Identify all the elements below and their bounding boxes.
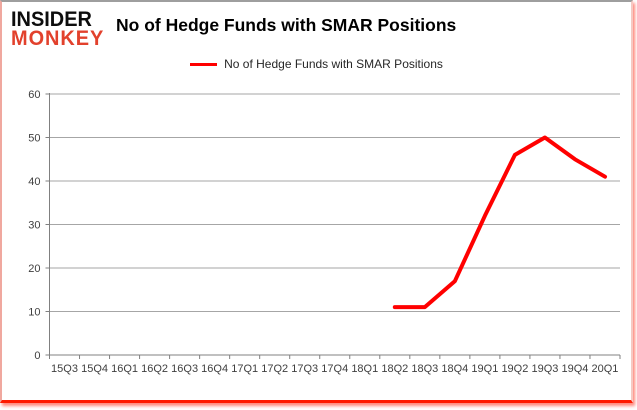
- y-tick-label-60: 60: [28, 89, 40, 101]
- x-tick-label-20Q1: 20Q1: [592, 363, 619, 375]
- chart-header: INSIDER MONKEY No of Hedge Funds with SM…: [2, 2, 631, 54]
- chart-frame: 0 10 20 30 40 50 60 15Q3 15Q4 16Q1 16Q2 16Q3 16Q4 17Q…: [0, 0, 633, 403]
- legend: No of Hedge Funds with SMAR Positions: [2, 57, 631, 71]
- x-tick-label-17Q3: 17Q3: [291, 363, 318, 375]
- y-tick-label-10: 10: [28, 307, 40, 319]
- x-tick-label-16Q3: 16Q3: [171, 363, 198, 375]
- x-tick-label-16Q2: 16Q2: [141, 363, 168, 375]
- insider-monkey-logo: INSIDER MONKEY: [11, 8, 109, 50]
- x-tick-label-19Q2: 19Q2: [501, 363, 528, 375]
- series-line-0: [392, 135, 607, 310]
- x-tick-label-17Q1: 17Q1: [231, 363, 258, 375]
- legend-line-swatch: [190, 62, 218, 66]
- x-tick-label-17Q2: 17Q2: [261, 363, 288, 375]
- y-tick-label-50: 50: [28, 133, 40, 145]
- x-tick-label-18Q2: 18Q2: [381, 363, 408, 375]
- x-tick-label-18Q4: 18Q4: [441, 363, 468, 375]
- x-tick-label-18Q3: 18Q3: [411, 363, 438, 375]
- logo-line-insider: INSIDER: [11, 8, 92, 31]
- x-tick-label-16Q1: 16Q1: [111, 363, 138, 375]
- legend-label: No of Hedge Funds with SMAR Positions: [224, 57, 443, 71]
- x-tick-label-17Q4: 17Q4: [321, 363, 348, 375]
- logo-line-monkey: MONKEY: [11, 27, 105, 50]
- y-tick-label-30: 30: [28, 220, 40, 232]
- x-tick-label-15Q3: 15Q3: [51, 363, 78, 375]
- y-tick-label-20: 20: [28, 263, 40, 275]
- y-tick-label-40: 40: [28, 176, 40, 188]
- x-tick-label-16Q4: 16Q4: [201, 363, 228, 375]
- x-tick-label-19Q1: 19Q1: [471, 363, 498, 375]
- x-tick-label-15Q4: 15Q4: [81, 363, 108, 375]
- y-tick-label-0: 0: [34, 350, 40, 362]
- x-tick-label-19Q3: 19Q3: [531, 363, 558, 375]
- x-tick-label-18Q1: 18Q1: [351, 363, 378, 375]
- x-tick-label-19Q4: 19Q4: [561, 363, 588, 375]
- chart-title: No of Hedge Funds with SMAR Positions: [116, 15, 457, 35]
